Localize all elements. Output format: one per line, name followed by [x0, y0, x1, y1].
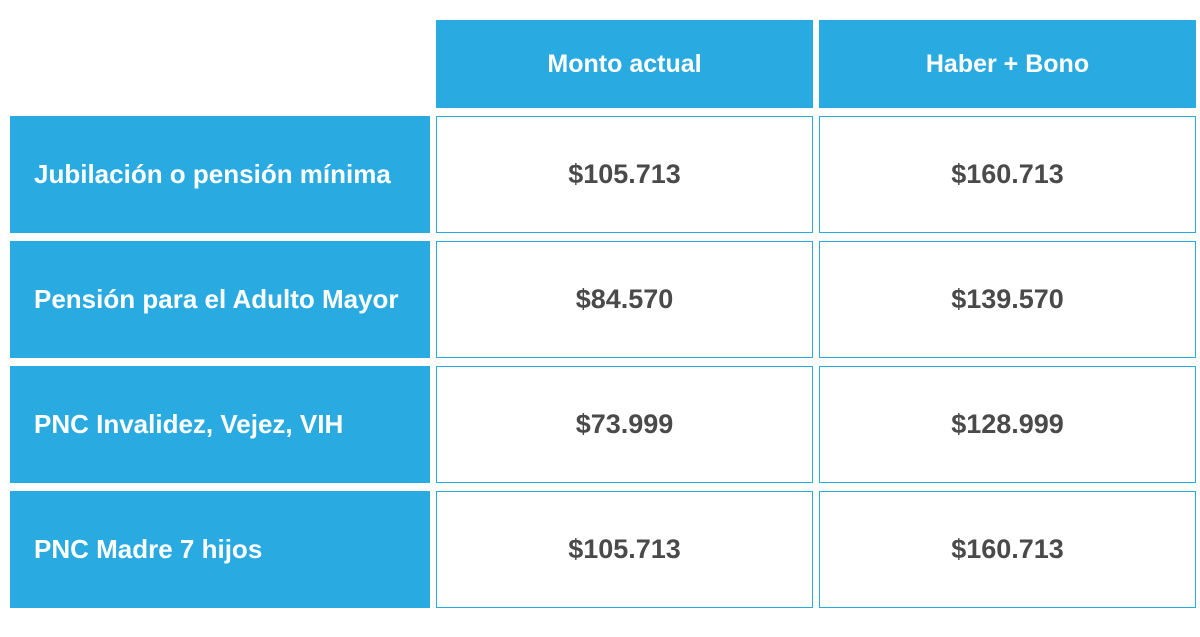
column-header-monto-actual: Monto actual [436, 20, 813, 108]
cell-adulto-mayor-monto: $84.570 [436, 241, 813, 358]
row-label-jubilacion: Jubilación o pensión mínima [10, 116, 430, 233]
column-header-haber-bono: Haber + Bono [819, 20, 1196, 108]
empty-top-left [10, 20, 430, 108]
cell-jubilacion-monto: $105.713 [436, 116, 813, 233]
row-label-pnc-madre: PNC Madre 7 hijos [10, 491, 430, 608]
cell-adulto-mayor-haber: $139.570 [819, 241, 1196, 358]
cell-pnc-madre-monto: $105.713 [436, 491, 813, 608]
row-label-pnc-invalidez: PNC Invalidez, Vejez, VIH [10, 366, 430, 483]
cell-pnc-invalidez-haber: $128.999 [819, 366, 1196, 483]
cell-pnc-invalidez-monto: $73.999 [436, 366, 813, 483]
pension-table: Monto actual Haber + Bono Jubilación o p… [10, 20, 1185, 608]
cell-jubilacion-haber: $160.713 [819, 116, 1196, 233]
cell-pnc-madre-haber: $160.713 [819, 491, 1196, 608]
row-label-adulto-mayor: Pensión para el Adulto Mayor [10, 241, 430, 358]
